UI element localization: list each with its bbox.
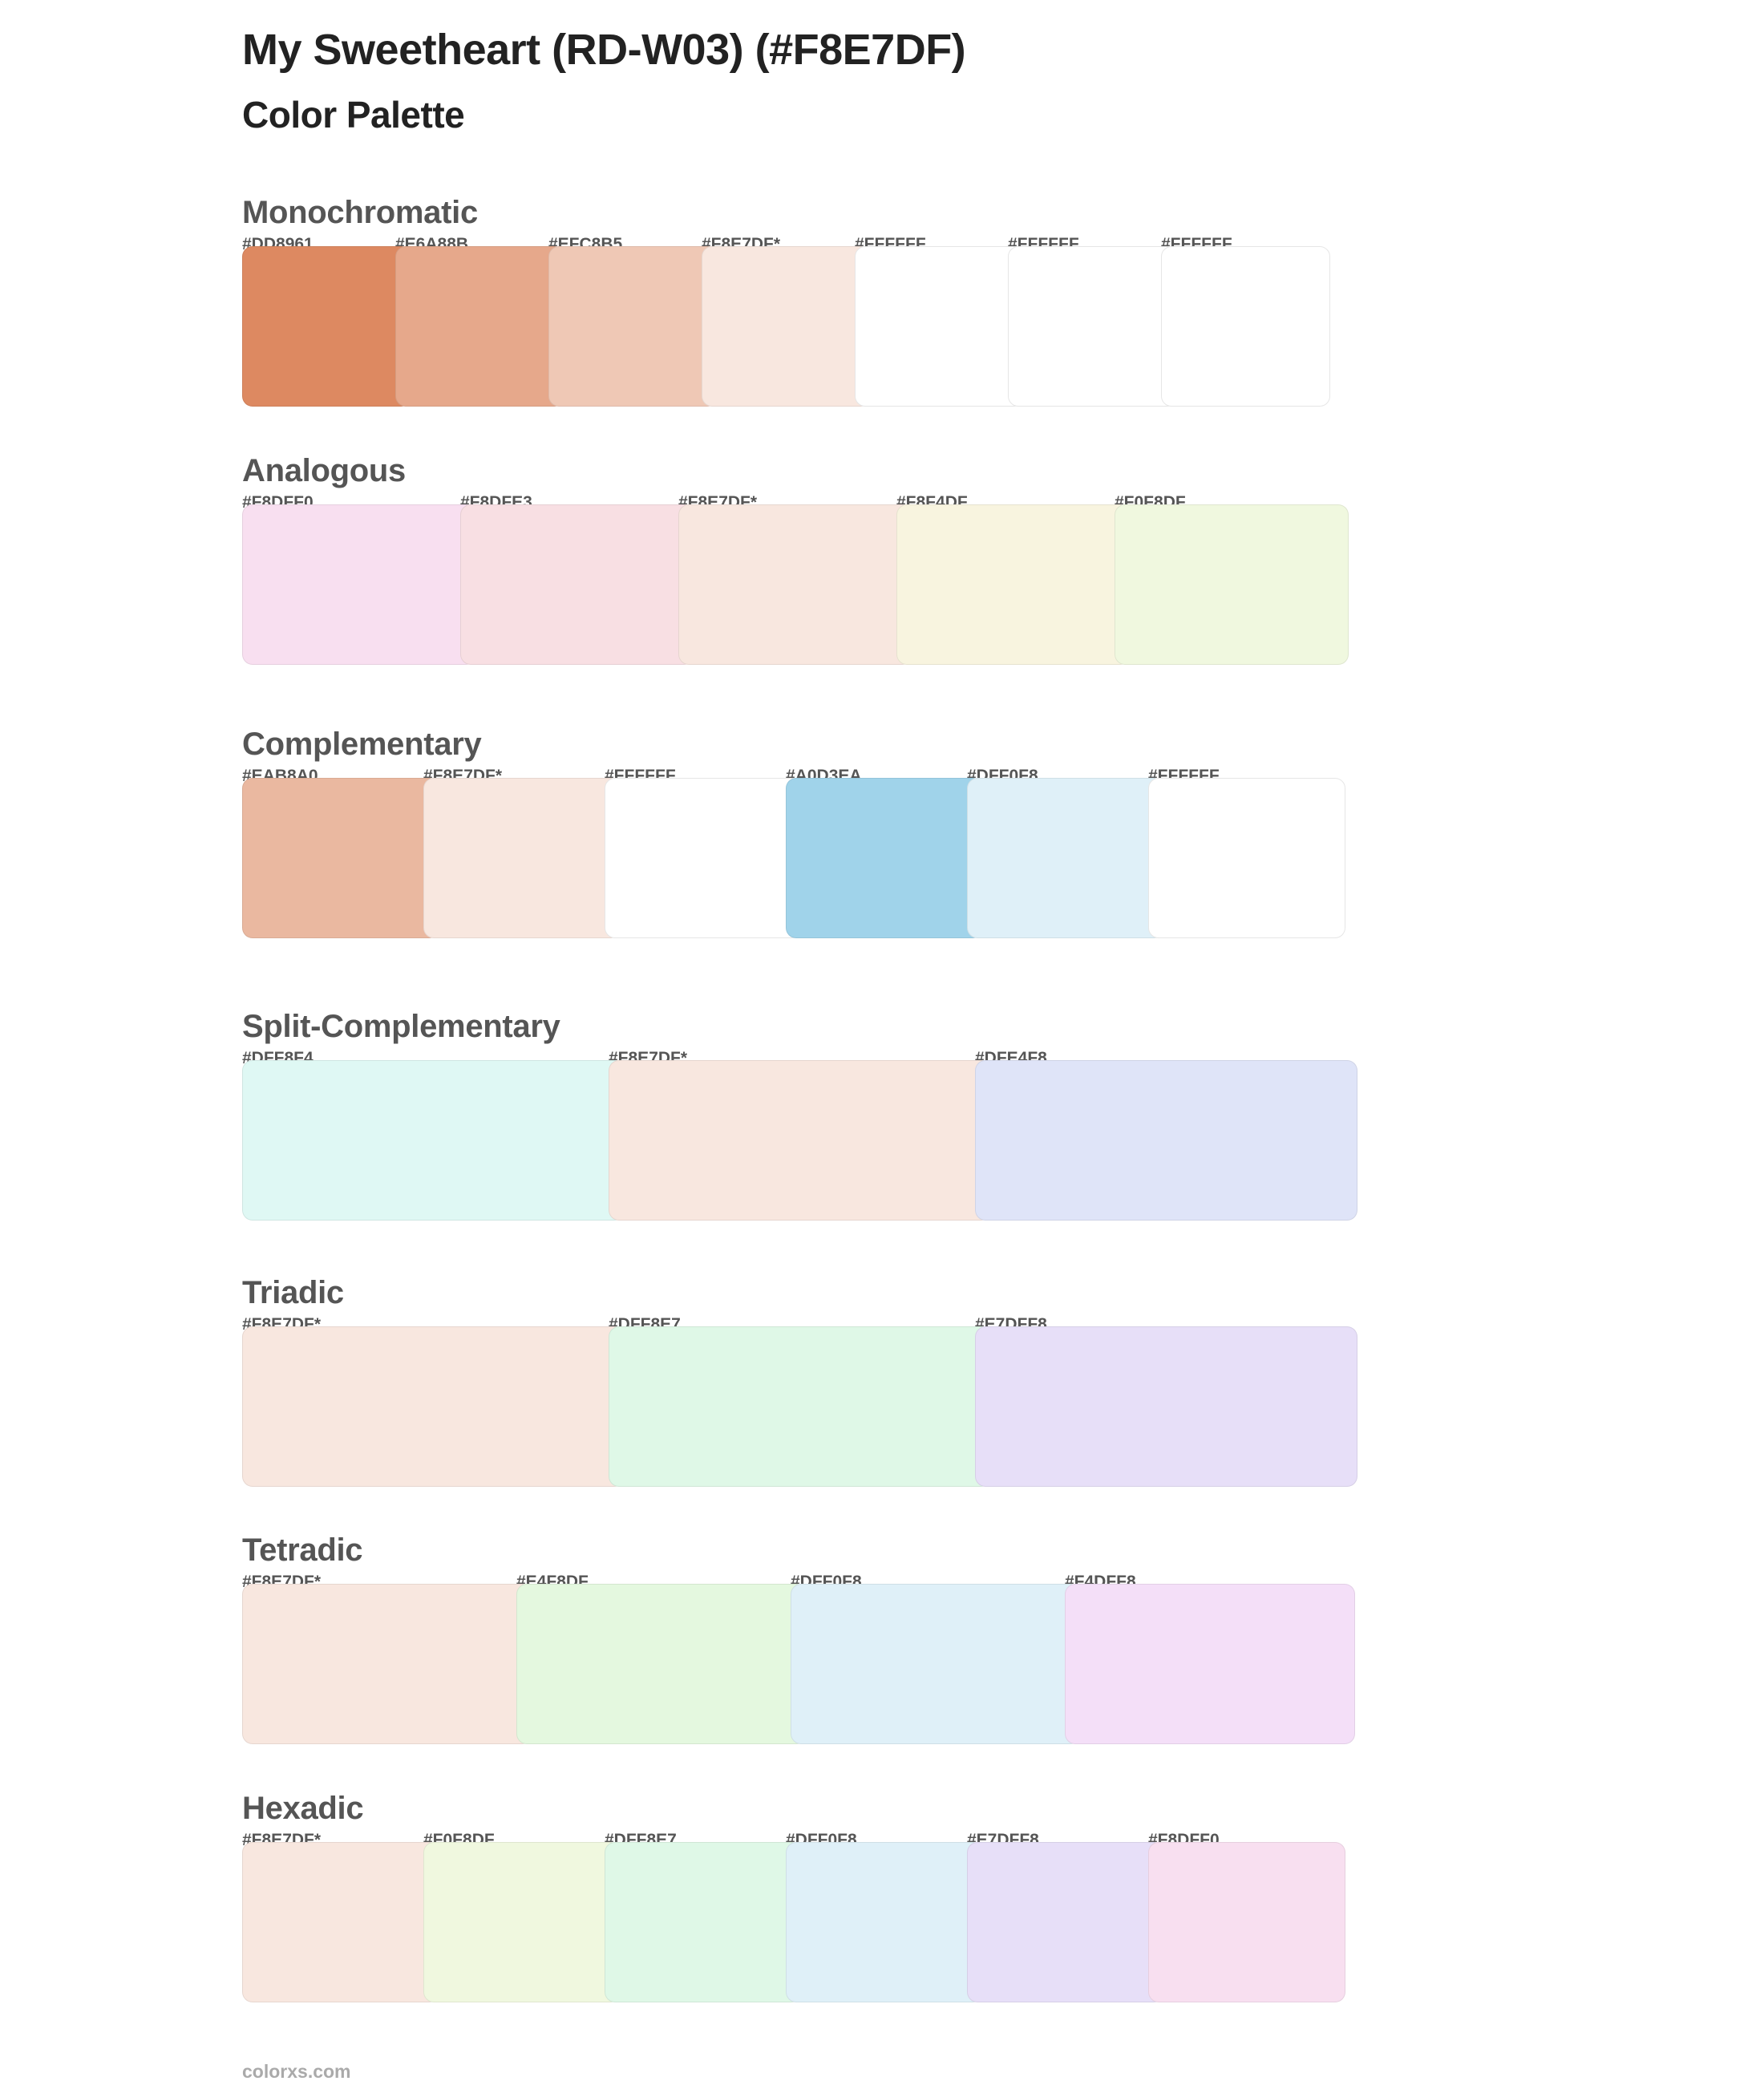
section-heading: Hexadic xyxy=(242,1791,364,1826)
swatch-row xyxy=(242,1842,1445,2002)
color-swatch[interactable] xyxy=(242,1584,532,1744)
color-swatch[interactable] xyxy=(896,504,1131,665)
section-heading: Split-Complementary xyxy=(242,1009,560,1044)
color-swatch[interactable] xyxy=(242,504,476,665)
color-swatch[interactable] xyxy=(702,246,871,407)
color-swatch[interactable] xyxy=(1008,246,1177,407)
color-swatch[interactable] xyxy=(395,246,564,407)
page-subtitle: Color Palette xyxy=(242,94,465,136)
footer-site-link[interactable]: colorxs.com xyxy=(242,2061,351,2082)
color-swatch[interactable] xyxy=(967,1842,1164,2002)
swatch-row xyxy=(242,1326,1445,1487)
color-swatch[interactable] xyxy=(855,246,1024,407)
color-swatch[interactable] xyxy=(1148,778,1345,938)
color-swatch[interactable] xyxy=(791,1584,1081,1744)
section-heading: Monochromatic xyxy=(242,195,478,230)
color-swatch[interactable] xyxy=(1148,1842,1345,2002)
color-swatch[interactable] xyxy=(975,1326,1357,1487)
color-swatch[interactable] xyxy=(242,246,411,407)
section-heading: Triadic xyxy=(242,1275,344,1310)
color-swatch[interactable] xyxy=(609,1326,991,1487)
color-swatch[interactable] xyxy=(460,504,694,665)
color-swatch[interactable] xyxy=(605,778,802,938)
swatch-row xyxy=(242,246,1445,407)
section-heading: Tetradic xyxy=(242,1532,363,1568)
color-swatch[interactable] xyxy=(423,778,621,938)
color-swatch[interactable] xyxy=(548,246,718,407)
color-swatch[interactable] xyxy=(1161,246,1330,407)
swatch-row xyxy=(242,778,1445,938)
page-title: My Sweetheart (RD-W03) (#F8E7DF) xyxy=(242,26,966,74)
color-swatch[interactable] xyxy=(975,1060,1357,1221)
color-swatch[interactable] xyxy=(516,1584,807,1744)
section-heading: Complementary xyxy=(242,727,482,762)
color-swatch[interactable] xyxy=(609,1060,991,1221)
color-swatch[interactable] xyxy=(678,504,912,665)
color-swatch[interactable] xyxy=(786,1842,983,2002)
color-swatch[interactable] xyxy=(967,778,1164,938)
color-swatch[interactable] xyxy=(242,778,439,938)
swatch-row xyxy=(242,1060,1445,1221)
color-swatch[interactable] xyxy=(605,1842,802,2002)
swatch-row xyxy=(242,504,1445,665)
color-swatch[interactable] xyxy=(242,1842,439,2002)
color-swatch[interactable] xyxy=(242,1060,625,1221)
swatch-row xyxy=(242,1584,1445,1744)
color-swatch[interactable] xyxy=(242,1326,625,1487)
color-swatch[interactable] xyxy=(423,1842,621,2002)
color-swatch[interactable] xyxy=(1065,1584,1355,1744)
color-swatch[interactable] xyxy=(786,778,983,938)
color-swatch[interactable] xyxy=(1115,504,1349,665)
section-heading: Analogous xyxy=(242,453,406,488)
